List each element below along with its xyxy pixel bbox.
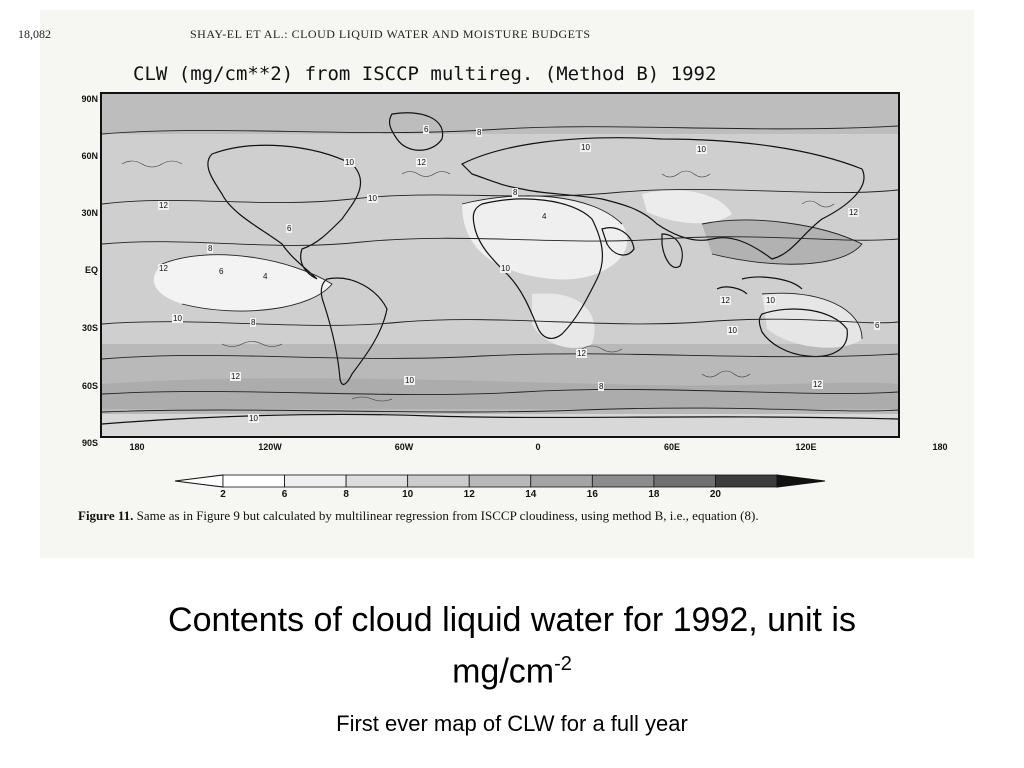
contour-label: 6 [286,224,293,233]
slide-title: Contents of cloud liquid water for 1992,… [112,598,912,693]
colorbar-segment [222,474,285,488]
lat-label-30n: 30N [81,208,98,218]
colorbar-tick-label: 18 [648,489,660,500]
figure-caption-text: Same as in Figure 9 but calculated by mu… [136,508,759,523]
lat-label-90n: 90N [81,94,98,104]
lon-label-60w: 60W [394,442,414,452]
colorbar-tick-label: 16 [586,489,598,500]
contour-label: 8 [598,382,605,391]
contour-label: 10 [344,158,355,167]
lat-label-60s: 60S [81,381,98,391]
contour-label: 12 [812,380,823,389]
colorbar-tick-label: 20 [709,489,721,500]
contour-label: 8 [476,128,483,137]
colorbar [175,474,825,488]
contour-label: 10 [248,414,259,423]
contour-label: 12 [158,201,169,210]
colorbar-segment [407,474,470,488]
lon-label-60e: 60E [663,442,680,452]
colorbar-segment [345,474,409,488]
colorbar-segment [284,474,347,488]
contour-label: 12 [720,296,731,305]
contour-label: 8 [512,188,519,197]
colorbar-tick-label: 6 [281,489,288,500]
colorbar-segment [715,474,778,488]
contour-label: 4 [262,272,269,281]
lon-label-120w: 120W [258,442,282,452]
journal-page-number: 18,082 [18,27,51,41]
lat-label-60n: 60N [81,151,98,161]
lon-label-120e: 120E [795,442,817,452]
lat-label-eq: EQ [84,265,98,275]
journal-running-header: SHAY-EL ET AL.: CLOUD LIQUID WATER AND M… [190,27,591,41]
lon-label-180w: 180 [129,442,145,452]
contour-label: 12 [230,372,241,381]
colorbar-segment [591,474,655,488]
contour-label: 10 [404,376,415,385]
contour-label: 10 [580,143,591,152]
colorbar-arrow-high [776,474,825,488]
slide-subtitle: First ever map of CLW for a full year [336,711,688,736]
contour-label: 10 [765,296,776,305]
lon-label-180e: 180 [932,442,948,452]
colorbar-tick-label: 10 [402,489,414,500]
contour-label: 6 [874,321,881,330]
colorbar-segment [530,474,593,488]
colorbar-arrow-low [175,474,224,488]
contour-label: 6 [423,125,430,134]
contour-label: 8 [250,318,257,327]
contour-label: 4 [541,212,548,221]
contour-label: 6 [218,267,225,276]
contour-label: 12 [416,158,427,167]
colorbar-tick-label: 14 [525,489,537,500]
lat-label-30s: 30S [81,323,98,333]
colorbar-tick-label: 2 [220,489,226,500]
contour-label: 10 [172,314,183,323]
contour-label: 12 [158,264,169,273]
figure-label: Figure 11. [78,508,134,523]
lon-label-0: 0 [535,442,541,452]
colorbar-tick-label: 8 [343,489,349,500]
lat-label-90s: 90S [81,438,98,448]
contour-label: 10 [727,326,738,335]
colorbar-segment [468,474,532,488]
contour-label: 10 [696,145,707,154]
contour-label: 12 [576,349,587,358]
contour-label: 10 [500,264,511,273]
contour-label: 12 [848,208,859,217]
slide-title-text: Contents of cloud liquid water for 1992,… [168,601,856,691]
figure-caption: Figure 11. Same as in Figure 9 but calcu… [78,508,918,523]
colorbar-tick-label: 12 [463,489,475,500]
map-title: CLW (mg/cm**2) from ISCCP multireg. (Met… [133,63,717,85]
slide-title-superscript: -2 [554,653,572,675]
contour-label: 10 [367,194,378,203]
contour-label: 8 [207,244,214,253]
colorbar-segment [653,474,716,488]
